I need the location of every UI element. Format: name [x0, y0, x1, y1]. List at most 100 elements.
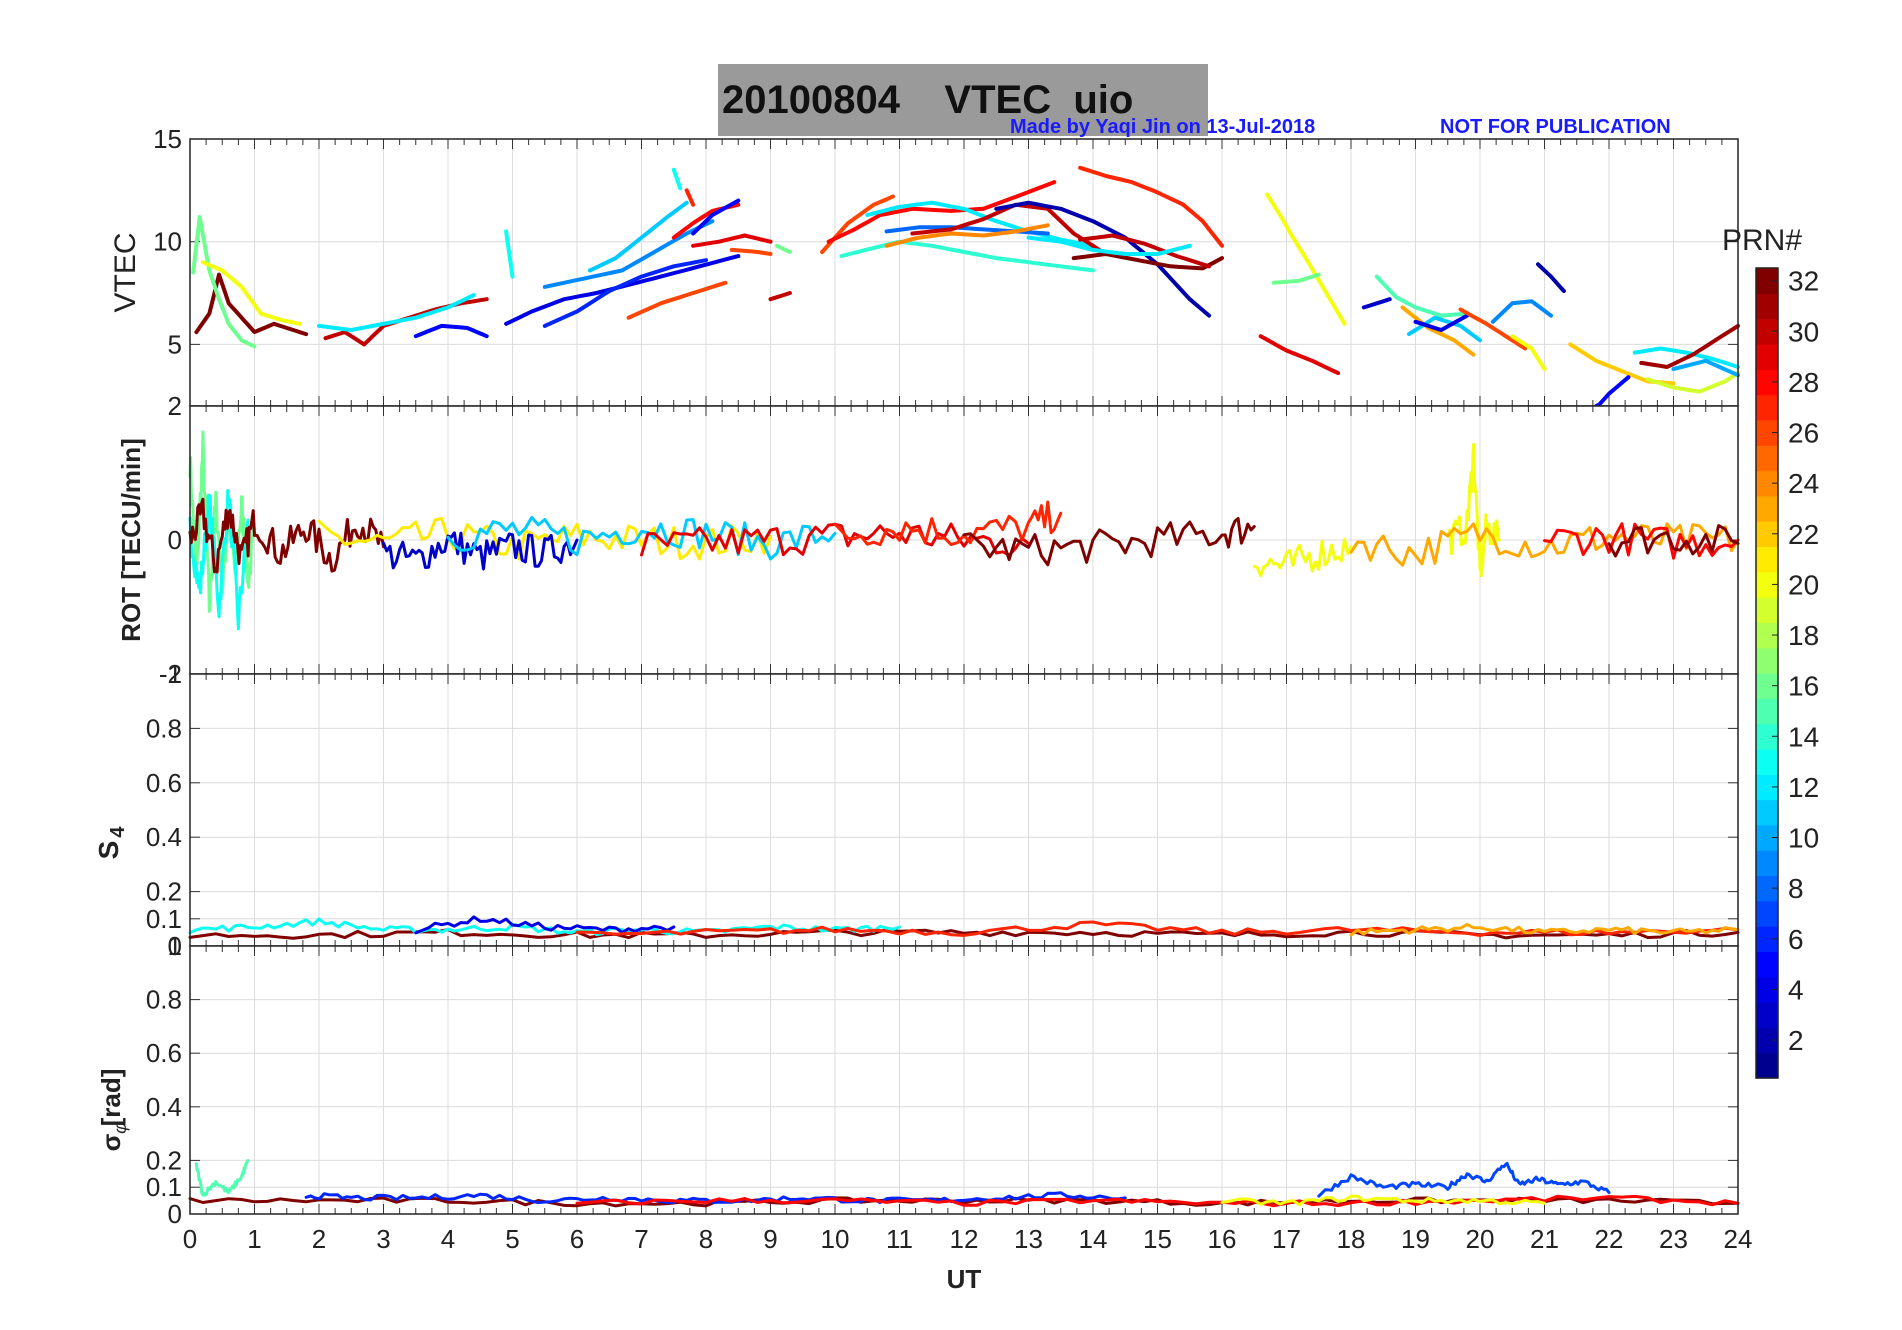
colorbar-segment	[1756, 1052, 1778, 1079]
series-line-prn-15	[194, 1158, 250, 1197]
series-line-prn-30	[768, 291, 792, 302]
y-tick-label: 0.2	[146, 1145, 182, 1175]
colorbar-segment	[1756, 293, 1778, 320]
series-line-prn-20	[1510, 334, 1547, 371]
series-line-prn-6	[304, 1191, 1127, 1205]
colorbar-segment	[1756, 571, 1778, 598]
series-line-prn-26	[729, 247, 773, 256]
series-line-prn-12	[317, 293, 476, 332]
series-line-prn-12	[1026, 235, 1192, 256]
y-tick-label: 0.1	[146, 904, 182, 934]
colorbar-segment	[1756, 774, 1778, 801]
colorbar-tick-label: 24	[1788, 468, 1819, 499]
colorbar-tick-label: 28	[1788, 367, 1819, 398]
colorbar-tick-label: 20	[1788, 569, 1819, 600]
x-tick-label: 0	[183, 1224, 197, 1254]
colorbar-segment	[1756, 546, 1778, 573]
credit-text: Made by Yaqi Jin on 13-Jul-2018	[1010, 116, 1316, 138]
series-line-prn-6	[542, 258, 708, 328]
series-line-prn-2	[994, 200, 1212, 318]
series-line-prn-9	[1490, 299, 1553, 324]
x-tick-label: 18	[1337, 1224, 1366, 1254]
colorbar-segment	[1756, 723, 1778, 750]
y-tick-label: 0.4	[146, 822, 182, 852]
colorbar-segment	[1756, 343, 1778, 370]
series-line-prn-9	[542, 219, 715, 289]
series-line-prn-20	[1446, 443, 1501, 577]
y-tick-label: 1	[168, 931, 182, 961]
x-tick-label: 19	[1401, 1224, 1430, 1254]
series-line-prn-26	[1458, 307, 1528, 351]
colorbar-tick-label: 22	[1788, 519, 1819, 550]
series-line-prn-5	[413, 323, 489, 339]
colorbar-segment	[1756, 900, 1778, 927]
y-tick-label: 0.8	[146, 713, 182, 743]
series-line-prn-28	[575, 1194, 1740, 1208]
series-line-prn-28	[826, 180, 1057, 244]
series-line-prn-4	[414, 915, 676, 935]
series-line-prn-23	[1349, 522, 1740, 567]
series-line-prn-20	[200, 260, 302, 326]
series-line-prn-10	[1671, 358, 1740, 378]
series-line-prn-19	[1645, 371, 1740, 394]
series-line-prn-16	[774, 243, 792, 254]
series-line-prn-11	[587, 200, 689, 273]
colorbar-segment	[1756, 698, 1778, 725]
series-line-prn-20	[1252, 537, 1353, 578]
x-tick-label: 3	[376, 1224, 390, 1254]
x-tick-label: 13	[1014, 1224, 1043, 1254]
publication-notice: NOT FOR PUBLICATION	[1440, 116, 1671, 138]
x-tick-label: 24	[1724, 1224, 1753, 1254]
colorbar-segment	[1756, 1027, 1778, 1054]
colorbar-segment	[1756, 976, 1778, 1003]
colorbar-segment	[1756, 850, 1778, 877]
x-axis-label: UT	[947, 1264, 982, 1294]
x-tick-label: 5	[505, 1224, 519, 1254]
colorbar-segment	[1756, 673, 1778, 699]
x-tick-label: 2	[312, 1224, 326, 1254]
colorbar-segment	[1756, 951, 1778, 978]
series-line-prn-14	[839, 239, 1095, 273]
series-line-prn-32	[1607, 524, 1740, 558]
colorbar-segment	[1756, 622, 1778, 649]
colorbar-tick-label: 16	[1788, 671, 1819, 702]
series-line-prn-3	[1361, 297, 1392, 310]
colorbar-segment	[1756, 799, 1778, 826]
series-line-prn-11	[446, 515, 837, 561]
series-line-prn-3	[382, 531, 579, 571]
y-axis-label: S	[93, 841, 124, 860]
y-tick-label: 15	[153, 124, 182, 154]
x-tick-label: 14	[1079, 1224, 1108, 1254]
series-line-prn-28	[1543, 522, 1740, 560]
series-line-prn-21	[317, 516, 772, 561]
y-axis-label: σ [rad]	[96, 1069, 126, 1152]
colorbar-segment	[1756, 445, 1778, 472]
series-line-prn-32	[962, 517, 1256, 567]
colorbar-tick-label: 8	[1788, 873, 1804, 904]
series-line-prn-29	[691, 233, 773, 248]
series-line-prn-20	[1220, 1194, 1546, 1207]
colorbar-segment	[1756, 419, 1778, 446]
y-tick-label: 0	[168, 931, 182, 961]
series-line-prn-13	[671, 167, 683, 191]
title-background	[718, 64, 1208, 136]
figure-title: 20100804 VTEC uio	[722, 78, 1134, 122]
colorbar-frame	[1755, 267, 1779, 1079]
series-line-prn-2	[1536, 262, 1566, 293]
series-line-prn-32	[188, 497, 385, 574]
series-line-prn-23	[1349, 922, 1740, 937]
y-tick-label: 0.8	[146, 985, 182, 1015]
colorbar-segment	[1756, 647, 1778, 674]
series-line-prn-26	[626, 280, 728, 320]
x-tick-label: 23	[1659, 1224, 1688, 1254]
series-line-prn-30	[1078, 233, 1212, 269]
colorbar-tick-label: 26	[1788, 418, 1819, 449]
colorbar-segment	[1756, 394, 1778, 421]
y-tick-label: -2	[159, 659, 182, 689]
y-tick-label: 0.1	[146, 1172, 182, 1202]
axes-frame-sigma_phi	[189, 945, 1739, 1215]
series-line-prn-12	[1632, 346, 1740, 369]
series-line-prn-16	[1271, 272, 1321, 285]
y-tick-label: 10	[153, 227, 182, 257]
x-tick-label: 17	[1272, 1224, 1301, 1254]
